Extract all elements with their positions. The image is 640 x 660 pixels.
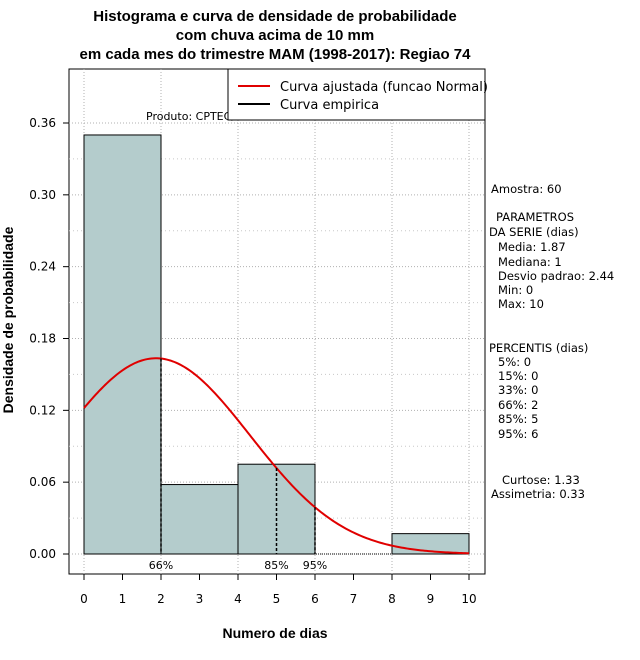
params-title-2: DA SERIE (dias) <box>489 225 579 239</box>
x-axis: 0 1 2 3 4 5 6 7 8 9 10 <box>80 574 477 606</box>
curtose: Curtose: 1.33 <box>502 473 580 487</box>
assimetria: Assimetria: 0.33 <box>491 487 585 501</box>
y-tick-label: 0.30 <box>29 188 56 202</box>
x-tick-label: 8 <box>388 592 396 606</box>
percentile-95: 95%: 6 <box>498 427 538 441</box>
legend-label-empirical: Curva empirica <box>280 98 379 113</box>
histogram-bar <box>160 484 239 555</box>
chart-title-line-1: Histograma e curva de densidade de proba… <box>93 8 456 25</box>
sample-size: Amostra: 60 <box>491 182 562 196</box>
y-tick-label: 0.18 <box>29 332 56 346</box>
histogram-bar <box>83 134 162 555</box>
percentile-label: 85% <box>264 559 288 572</box>
percentile-markers: 66% 85% 95% <box>149 358 327 572</box>
param-media: Media: 1.87 <box>498 240 566 254</box>
chart-title-line-2: com chuva acima de 10 mm <box>176 27 374 44</box>
x-tick-label: 0 <box>80 592 88 606</box>
x-tick-label: 4 <box>234 592 242 606</box>
legend-label-normal: Curva ajustada (funcao Normal) <box>280 80 488 95</box>
legend: Curva ajustada (funcao Normal) Curva emp… <box>227 68 488 121</box>
y-tick-label: 0.06 <box>29 475 56 489</box>
x-tick-label: 10 <box>461 592 476 606</box>
y-tick-label: 0.00 <box>29 547 56 561</box>
y-tick-label: 0.12 <box>29 403 56 417</box>
percentile-15: 15%: 0 <box>498 369 538 383</box>
param-max: Max: 10 <box>498 297 544 311</box>
percentile-66: 66%: 2 <box>498 398 538 412</box>
percentile-33: 33%: 0 <box>498 383 538 397</box>
y-axis-label: Densidade de probabilidade <box>0 226 16 413</box>
param-min: Min: 0 <box>498 283 533 297</box>
x-tick-label: 5 <box>273 592 281 606</box>
percentiles-title: PERCENTIS (dias) <box>489 341 588 355</box>
y-tick-label: 0.36 <box>29 116 56 130</box>
statistics-panel: Amostra: 60 PARAMETROS DA SERIE (dias) M… <box>489 182 614 501</box>
legend-box <box>227 68 486 121</box>
x-tick-label: 9 <box>427 592 435 606</box>
x-tick-label: 1 <box>119 592 127 606</box>
x-axis-label: Numero de dias <box>222 625 327 641</box>
param-mediana: Mediana: 1 <box>498 255 562 269</box>
x-tick-label: 7 <box>350 592 358 606</box>
param-desvio: Desvio padrao: 2.44 <box>498 269 614 283</box>
percentile-label: 95% <box>303 559 327 572</box>
x-tick-label: 2 <box>157 592 165 606</box>
percentile-label: 66% <box>149 559 173 572</box>
x-tick-label: 3 <box>196 592 204 606</box>
percentile-85: 85%: 5 <box>498 412 538 426</box>
params-title-1: PARAMETROS <box>496 210 574 224</box>
histogram-bars <box>83 134 470 555</box>
percentile-5: 5%: 0 <box>498 355 531 369</box>
x-tick-label: 6 <box>311 592 319 606</box>
y-axis: 0.00 0.06 0.12 0.18 0.24 0.30 0.36 <box>29 116 69 561</box>
chart-title-line-3: em cada mes do trimestre MAM (1998-2017)… <box>80 46 472 63</box>
y-tick-label: 0.24 <box>29 260 56 274</box>
